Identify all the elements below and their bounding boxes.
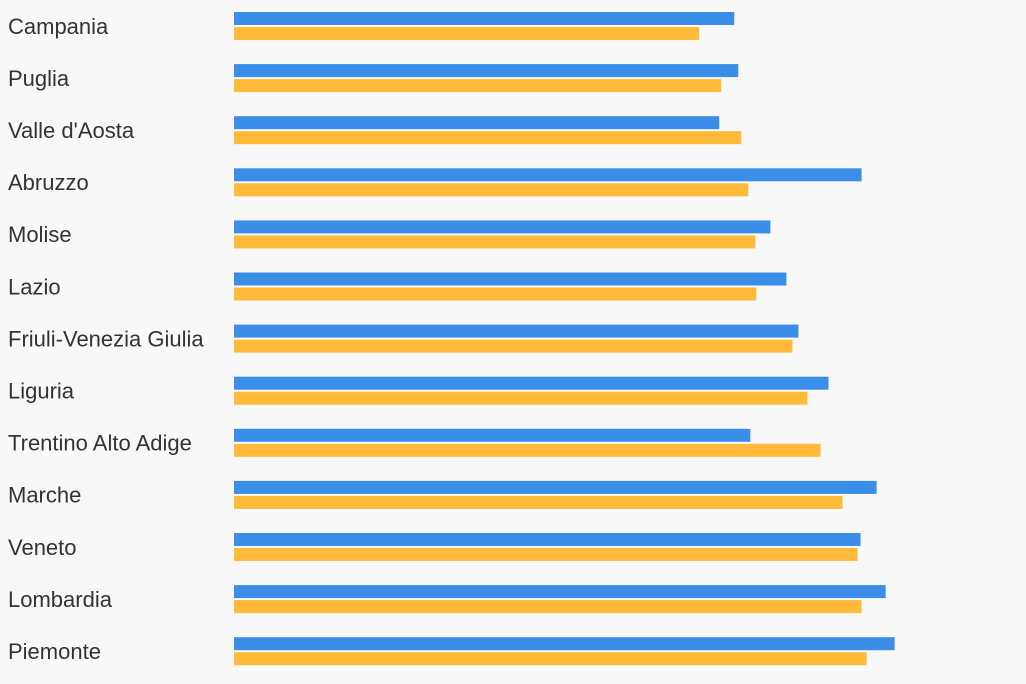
bar-series-1 xyxy=(234,64,739,78)
bar-series-1 xyxy=(234,324,799,338)
bar-series-2 xyxy=(234,443,821,457)
bar-series-1 xyxy=(234,637,895,651)
category-label: Molise xyxy=(8,222,72,247)
category-label: Lombardia xyxy=(8,587,113,612)
bar-series-2 xyxy=(234,339,793,353)
category-label: Puglia xyxy=(8,66,70,91)
category-label: Valle d'Aosta xyxy=(8,118,135,143)
bar-series-1 xyxy=(234,428,751,442)
bar-series-2 xyxy=(234,548,858,561)
category-label: Abruzzo xyxy=(8,170,89,195)
category-label: Piemonte xyxy=(8,639,101,664)
bar-series-1 xyxy=(234,533,861,546)
bar-series-1 xyxy=(234,376,829,390)
bar-series-2 xyxy=(234,183,749,197)
bar-series-2 xyxy=(234,391,808,405)
category-label: Campania xyxy=(8,14,109,39)
category-label: Marche xyxy=(8,483,81,508)
bars xyxy=(234,12,895,666)
bar-series-2 xyxy=(234,27,700,40)
category-labels: Campania Puglia Valle d'Aosta Abruzzo Molise… xyxy=(8,14,204,664)
category-label: Lazio xyxy=(8,274,61,299)
bar-series-2 xyxy=(234,131,742,145)
bar-series-1 xyxy=(234,272,787,286)
bar-series-2 xyxy=(234,495,843,509)
bar-series-2 xyxy=(234,287,757,301)
bar-series-2 xyxy=(234,235,756,249)
category-label: Trentino Alto Adige xyxy=(8,431,192,456)
bar-series-1 xyxy=(234,168,862,182)
bar-series-2 xyxy=(234,600,862,614)
category-label: Veneto xyxy=(8,535,77,560)
category-label: Friuli-Venezia Giulia xyxy=(8,326,204,351)
category-label: Liguria xyxy=(8,379,75,404)
bar-series-1 xyxy=(234,585,886,599)
bar-series-1 xyxy=(234,220,771,234)
bar-series-1 xyxy=(234,116,720,130)
bar-series-1 xyxy=(234,12,735,25)
bar-series-2 xyxy=(234,79,722,93)
bar-series-1 xyxy=(234,480,877,494)
bar-series-2 xyxy=(234,652,867,666)
